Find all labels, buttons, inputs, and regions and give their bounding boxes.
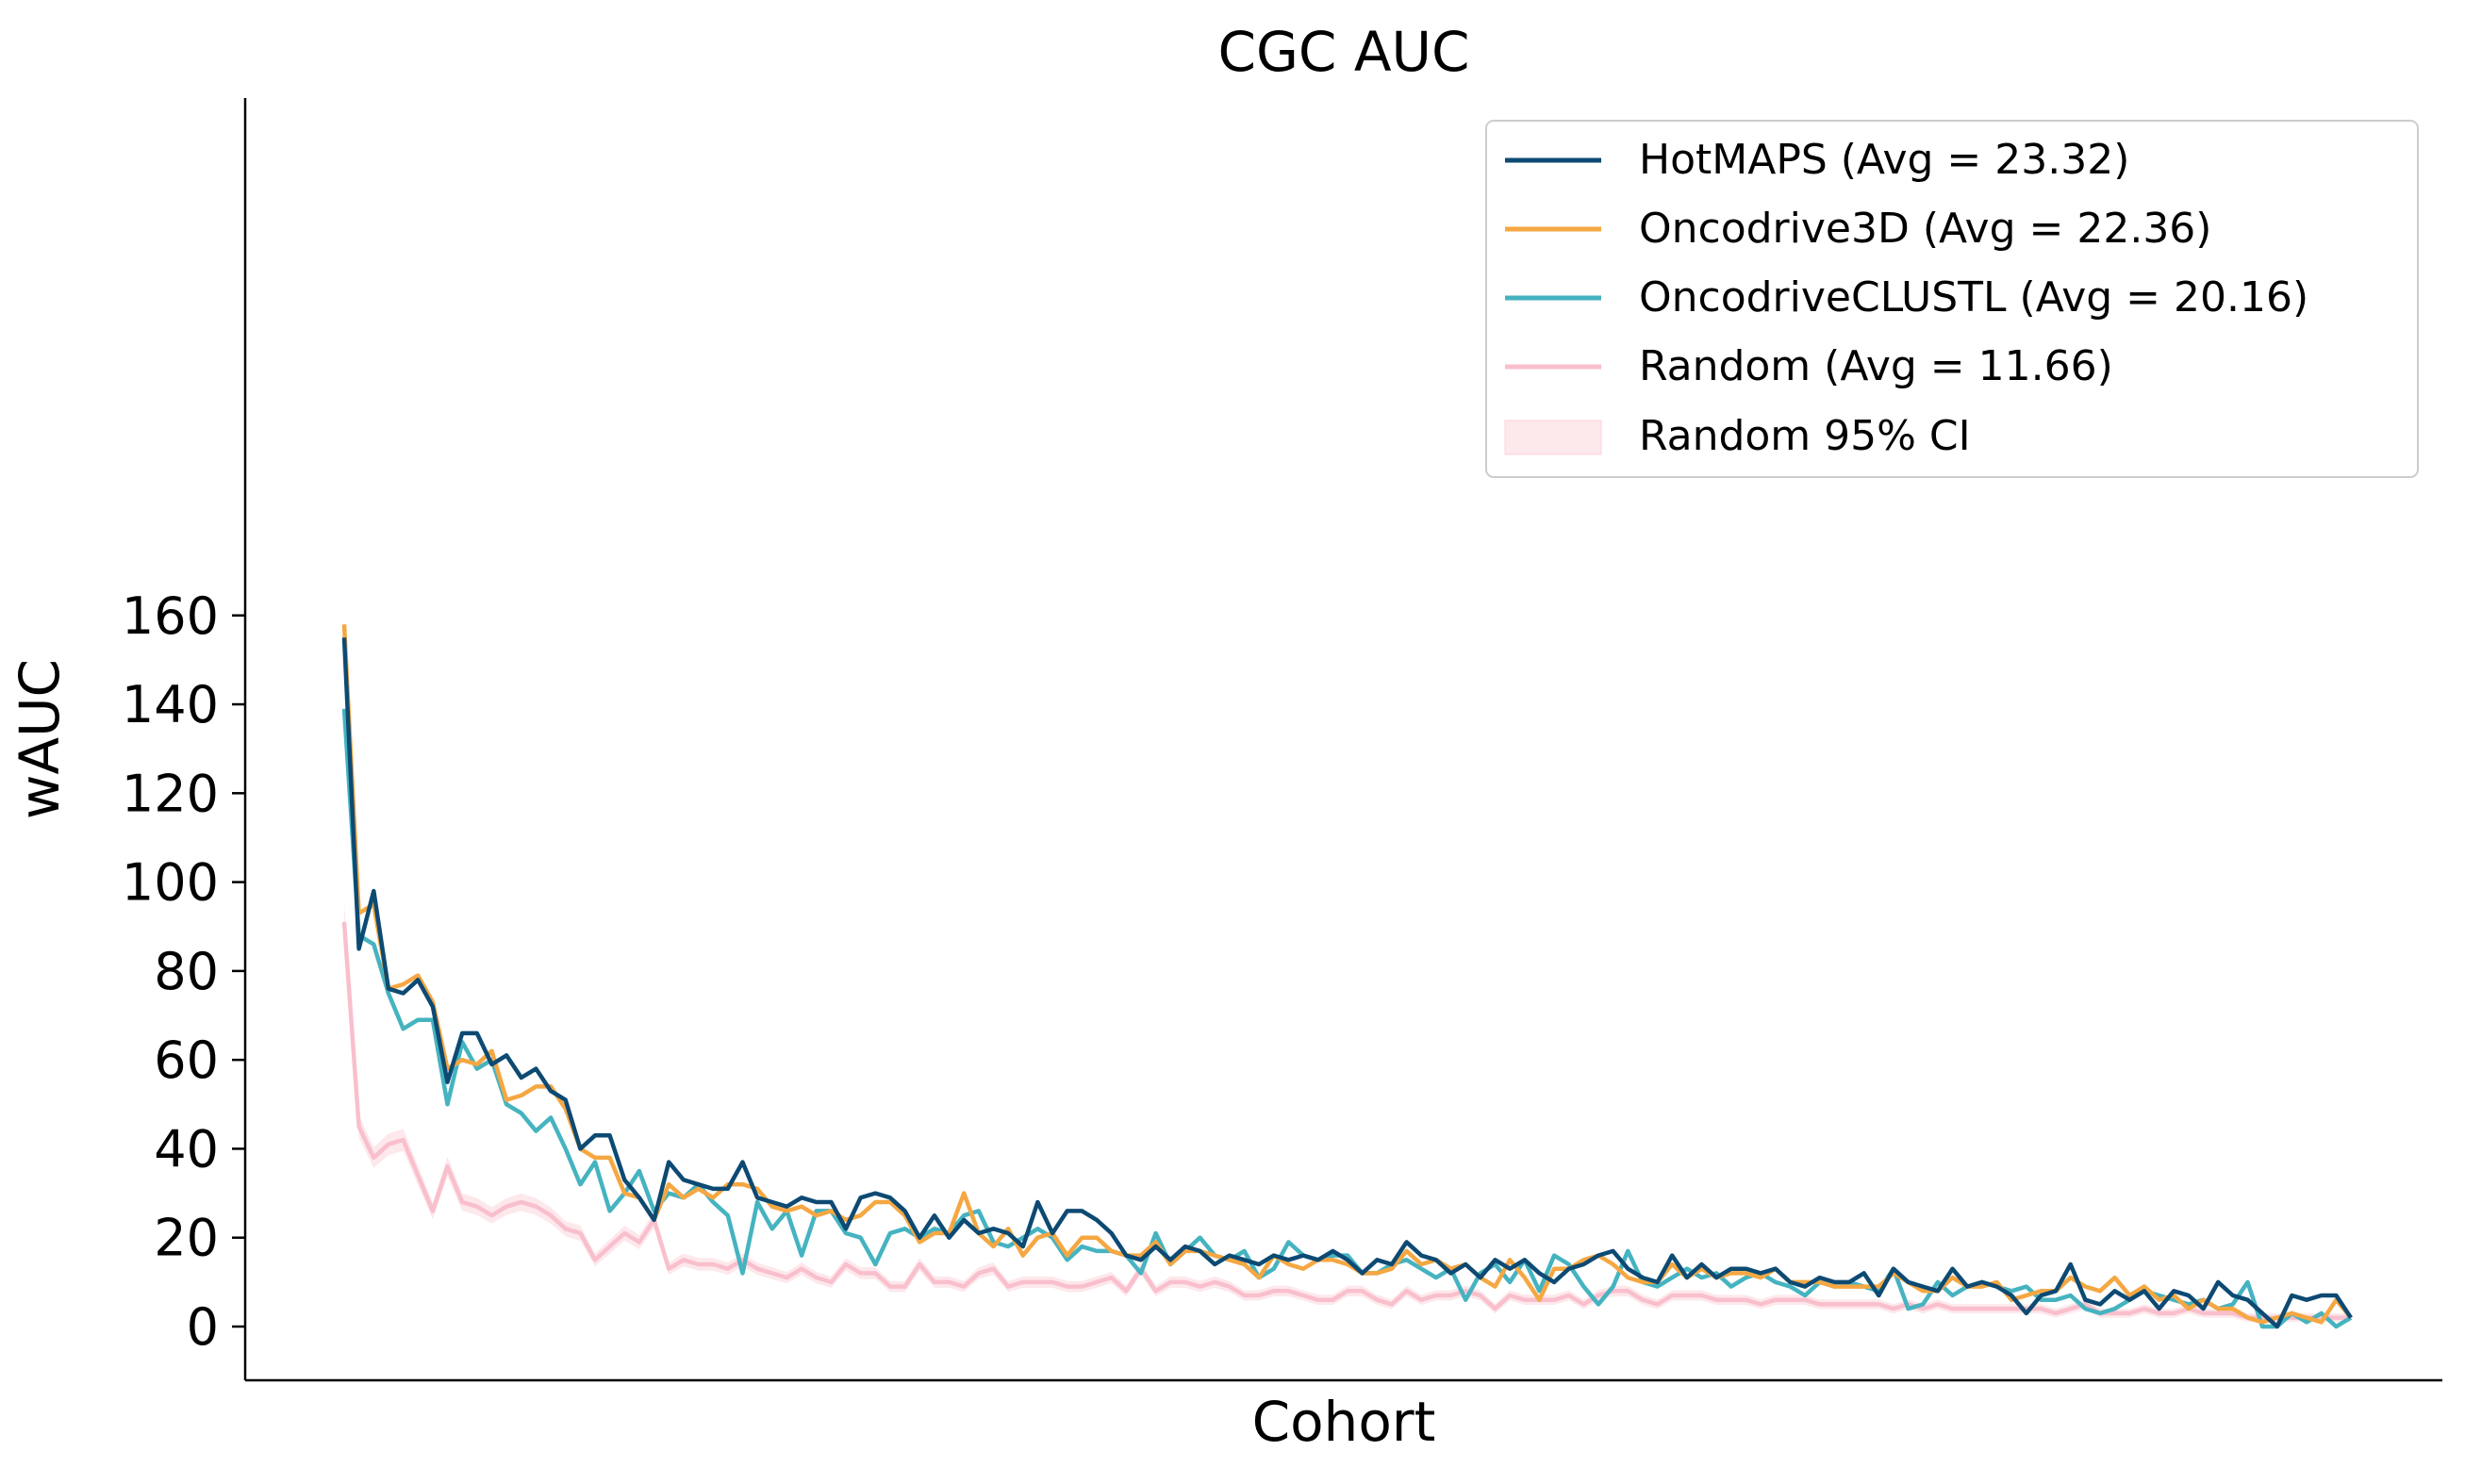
series-layer xyxy=(341,624,2353,1329)
y-tick-label: 0 xyxy=(187,1297,219,1357)
y-tick-label: 120 xyxy=(122,764,219,823)
y-tick-label: 60 xyxy=(154,1031,219,1090)
legend-label-hotmaps: HotMAPS (Avg = 23.32) xyxy=(1639,136,2129,184)
y-ticks: 0 20 40 60 80 100 120 140 160 xyxy=(122,586,245,1357)
y-tick-label: 160 xyxy=(122,586,219,646)
y-tick-label: 40 xyxy=(154,1119,219,1179)
y-tick-label: 140 xyxy=(122,675,219,734)
legend: HotMAPS (Avg = 23.32) Oncodrive3D (Avg =… xyxy=(1485,120,2419,478)
y-axis-label: wAUC xyxy=(8,659,72,819)
x-axis-label: Cohort xyxy=(1252,1390,1436,1454)
random-line xyxy=(341,921,2351,1320)
y-tick-label: 20 xyxy=(154,1209,219,1268)
hotmaps-line xyxy=(341,637,2353,1329)
oncodriveclustl-line xyxy=(341,708,2353,1329)
legend-label-oncodriveclustl: OncodriveCLUSTL (Avg = 20.16) xyxy=(1639,273,2308,322)
legend-label-oncodrive3d: Oncodrive3D (Avg = 22.36) xyxy=(1639,205,2211,253)
legend-swatch-random-ci xyxy=(1504,420,1602,455)
oncodrive3d-line xyxy=(341,624,2353,1325)
y-tick-label: 80 xyxy=(154,942,219,1001)
legend-label-random: Random (Avg = 11.66) xyxy=(1639,342,2113,390)
legend-label-random-ci: Random 95% CI xyxy=(1639,412,1971,460)
chart-title: CGC AUC xyxy=(1217,20,1469,84)
y-tick-label: 100 xyxy=(122,853,219,913)
legend-box xyxy=(1485,120,2419,478)
